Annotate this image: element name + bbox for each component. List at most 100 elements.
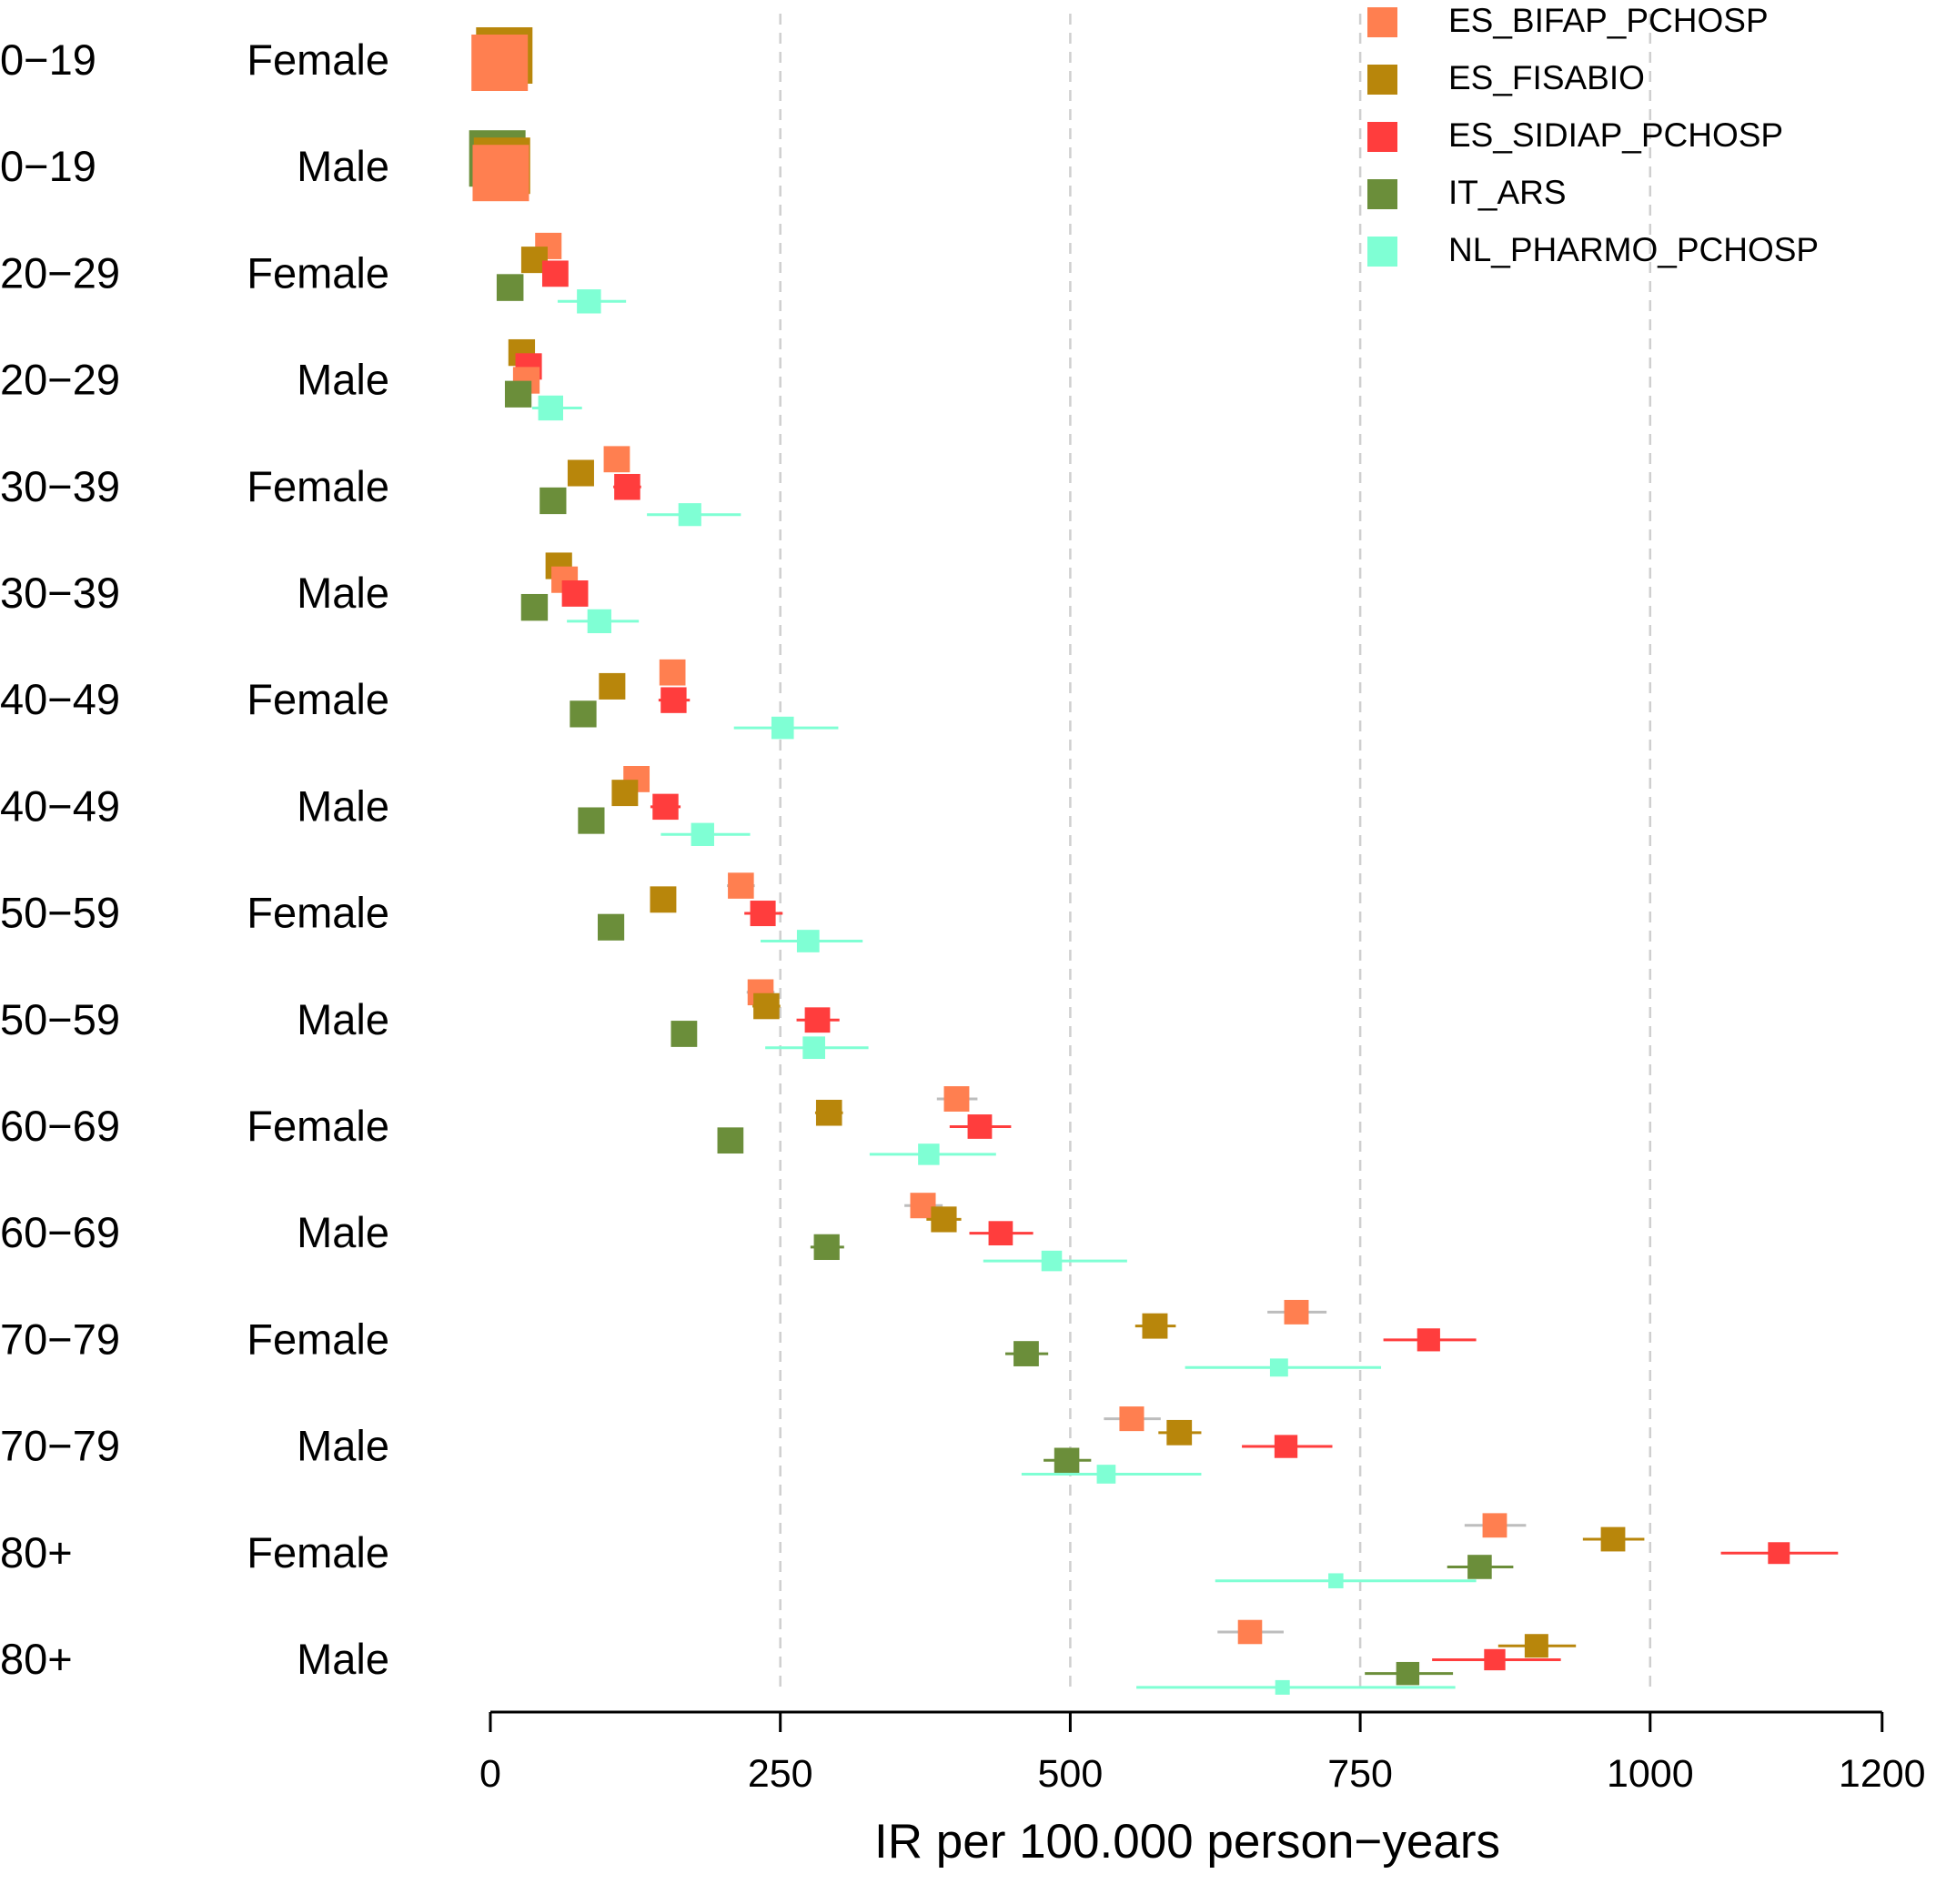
legend-swatch [1367, 65, 1397, 95]
point-marker [577, 289, 601, 314]
x-tick-label: 1000 [1607, 1752, 1694, 1796]
point-marker [1768, 1542, 1790, 1565]
point-marker [578, 807, 605, 834]
point-marker [813, 1234, 840, 1261]
point-marker [599, 672, 626, 700]
row-age-label: 60−69 [0, 1208, 120, 1256]
point-marker [587, 609, 611, 634]
point-marker [541, 260, 569, 287]
point-marker [1275, 1679, 1290, 1695]
legend-label: NL_PHARMO_PCHOSP [1448, 231, 1819, 268]
point-marker [597, 913, 625, 941]
point-marker [753, 992, 780, 1020]
row-age-label: 20−29 [0, 248, 120, 297]
row-sex-label: Male [297, 142, 389, 190]
row-sex-label: Male [297, 1635, 389, 1683]
legend-swatch [1367, 179, 1397, 209]
row-sex-label: Female [247, 889, 389, 937]
point-marker [967, 1114, 993, 1139]
point-marker [570, 700, 597, 728]
row-age-label: 80+ [0, 1528, 73, 1577]
point-marker [1600, 1526, 1626, 1552]
point-marker [671, 1021, 698, 1047]
point-marker [603, 446, 630, 473]
row-sex-label: Female [247, 1102, 389, 1150]
point-marker [472, 145, 529, 202]
point-marker [802, 1036, 825, 1060]
point-marker [611, 780, 639, 807]
row-sex-label: Male [297, 356, 389, 404]
point-marker [1417, 1328, 1440, 1352]
point-marker [815, 1099, 842, 1126]
row-sex-label: Female [247, 35, 389, 84]
point-marker [652, 793, 679, 821]
point-marker [918, 1143, 940, 1165]
reference-gridlines [779, 14, 1652, 1687]
point-marker [1166, 1419, 1193, 1446]
point-marker [728, 872, 754, 899]
point-marker [1482, 1513, 1507, 1538]
point-marker [771, 716, 794, 740]
x-tick-label: 750 [1327, 1752, 1393, 1796]
point-marker [1237, 1619, 1263, 1645]
point-marker [1284, 1299, 1309, 1325]
point-marker [1328, 1573, 1344, 1588]
point-marker [988, 1221, 1013, 1245]
row-age-label: 40−49 [0, 781, 120, 830]
point-marker [496, 274, 524, 301]
point-marker [1119, 1406, 1144, 1432]
row-sex-label: Male [297, 1422, 389, 1470]
point-marker [650, 886, 677, 913]
row-sex-label: Female [247, 1315, 389, 1363]
point-marker [1396, 1661, 1420, 1686]
point-marker [1096, 1465, 1116, 1484]
legend-label: ES_FISABIO [1448, 59, 1645, 96]
legend-label: ES_BIFAP_PCHOSP [1448, 2, 1769, 39]
row-sex-label: Male [297, 1208, 389, 1256]
row-sex-label: Female [247, 675, 389, 723]
legend-swatch [1367, 122, 1397, 152]
point-marker [804, 1007, 831, 1033]
x-tick-label: 0 [479, 1752, 501, 1796]
row-age-label: 0−19 [0, 142, 96, 190]
point-marker [567, 459, 594, 487]
point-marker [1467, 1555, 1492, 1579]
row-age-label: 0−19 [0, 35, 96, 84]
row-age-label: 30−39 [0, 569, 120, 617]
point-marker [1142, 1313, 1168, 1339]
point-marker [1269, 1358, 1288, 1377]
point-marker [1484, 1648, 1506, 1671]
point-marker [614, 473, 640, 500]
point-marker [520, 593, 549, 621]
row-age-label: 50−59 [0, 995, 120, 1043]
point-marker [539, 487, 567, 515]
row-age-label: 80+ [0, 1635, 73, 1683]
point-marker [471, 35, 529, 91]
point-marker [659, 659, 686, 686]
row-sex-label: Female [247, 1528, 389, 1577]
point-marker [717, 1127, 744, 1154]
point-marker [691, 822, 714, 846]
point-marker [678, 503, 701, 527]
point-marker [1013, 1341, 1039, 1366]
row-sex-label: Female [247, 462, 389, 510]
legend-label: IT_ARS [1448, 174, 1567, 211]
row-labels: 0−19 Female 0−19 Male 20−29 Female 20−29 Male 30… [0, 35, 389, 1683]
x-tick-label: 1200 [1839, 1752, 1926, 1796]
data-marks [469, 27, 1839, 1695]
legend: ES_BIFAP_PCHOSP ES_FISABIO ES_SIDIAP_PCHOS… [1367, 2, 1819, 268]
row-age-label: 40−49 [0, 675, 120, 723]
point-marker [538, 395, 563, 421]
legend-swatch [1367, 7, 1397, 37]
row-age-label: 50−59 [0, 889, 120, 937]
x-axis-label: IR per 100.000 person−years [874, 1815, 1500, 1869]
x-axis: IR per 100.000 person−years 0 250 500 750 10… [479, 1710, 1926, 1869]
point-marker [796, 930, 820, 952]
x-tick-label: 250 [748, 1752, 813, 1796]
row-sex-label: Female [247, 248, 389, 297]
point-marker [660, 687, 687, 713]
row-sex-label: Male [297, 781, 389, 830]
row-age-label: 30−39 [0, 462, 120, 510]
row-age-label: 70−79 [0, 1315, 120, 1363]
